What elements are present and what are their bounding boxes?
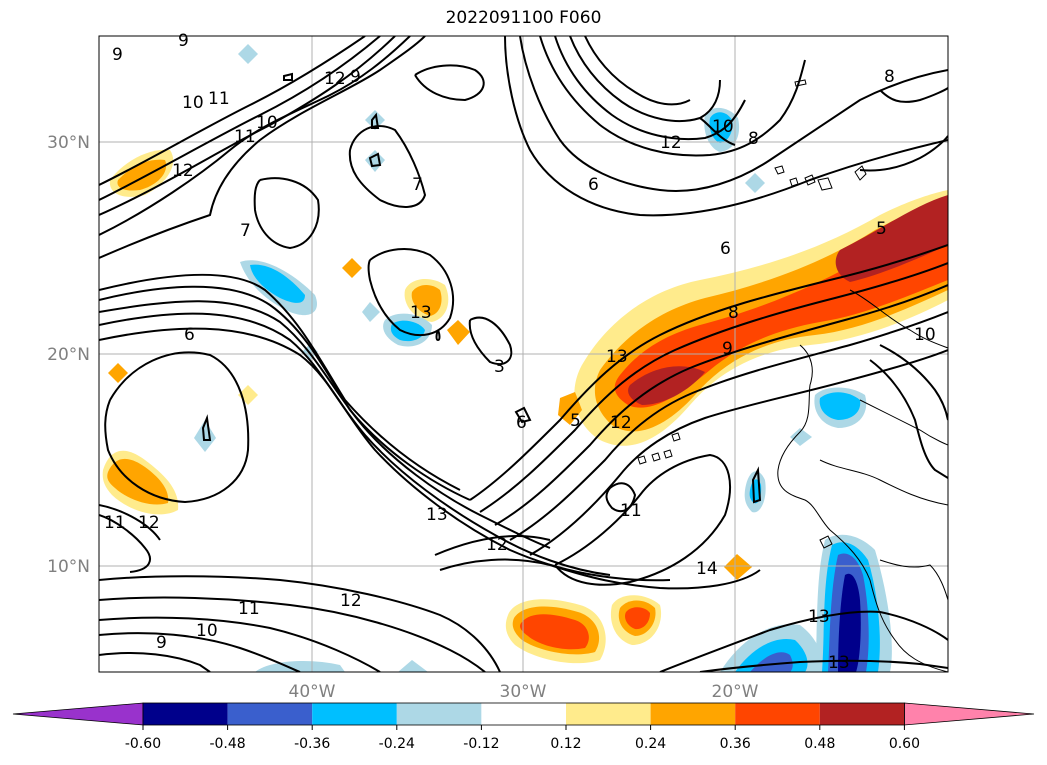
contour-label: 10 — [712, 117, 734, 137]
contour-label: 12 — [324, 69, 346, 89]
contour-label: 12 — [138, 513, 160, 533]
lat-label-20n: 20°N — [47, 345, 90, 365]
map-plot-area — [99, 36, 948, 672]
contour-label: 14 — [696, 559, 718, 579]
contour-label: 8 — [748, 129, 759, 149]
contour-label: 9 — [722, 339, 733, 359]
lat-label-30n: 30°N — [47, 133, 90, 153]
colorbar-bin — [312, 703, 397, 725]
colorbar-tick-label: -0.48 — [209, 736, 245, 752]
longitude-labels: 40°W 30°W 20°W — [289, 682, 759, 702]
contour-label: 12 — [486, 535, 508, 555]
colorbar-tick-label: -0.36 — [294, 736, 330, 752]
colorbar-bin — [481, 703, 566, 725]
contour-label: 7 — [412, 175, 423, 195]
contour-label: 12 — [172, 161, 194, 181]
latitude-labels: 30°N 20°N 10°N — [47, 133, 90, 577]
contour-label: 13 — [426, 505, 448, 525]
colorbar-outline — [142, 702, 905, 726]
contour-label: 7 — [240, 221, 251, 241]
contour-label: 11 — [238, 599, 260, 619]
contour-lines — [99, 36, 948, 672]
contour-label: 10 — [196, 621, 218, 641]
contour-label: 11 — [620, 501, 642, 521]
colorbar-extend-min — [12, 702, 144, 726]
colorbar-bin — [143, 703, 228, 725]
contour-label: 13 — [828, 653, 850, 673]
contour-label: 8 — [884, 67, 895, 87]
coastlines — [637, 79, 948, 672]
colorbar-tick-label: -0.60 — [125, 736, 161, 752]
contour-label: 11 — [104, 513, 126, 533]
map-title: 2022091100 F060 — [445, 8, 602, 28]
contour-label: 9 — [350, 67, 361, 87]
map-frame — [98, 35, 949, 673]
contour-label: 8 — [728, 303, 739, 323]
colorbar-bin — [819, 703, 905, 725]
colorbar-bin — [396, 703, 482, 725]
lat-lon-grid — [99, 36, 948, 672]
colorbar-tick-label: -0.12 — [463, 736, 499, 752]
contour-label: 6 — [516, 413, 527, 433]
lon-label-20w: 20°W — [712, 682, 759, 702]
contour-label: 9 — [178, 31, 189, 51]
colorbar-tick-label: 0.60 — [889, 736, 920, 752]
contour-label: 12 — [660, 133, 682, 153]
colorbar-bin — [566, 703, 651, 725]
lon-label-40w: 40°W — [289, 682, 336, 702]
contour-label: 5 — [570, 411, 581, 431]
contour-label: 3 — [494, 357, 505, 377]
contour-label: 9 — [156, 633, 167, 653]
colorbar-bin — [227, 703, 313, 725]
contour-label: 13 — [808, 607, 830, 627]
contour-label: 6 — [720, 239, 731, 259]
contour-label: 6 — [588, 175, 599, 195]
contour-label: 9 — [112, 45, 123, 65]
colorbar-tick-label: 0.36 — [720, 736, 751, 752]
lat-label-10n: 10°N — [47, 557, 90, 577]
contour-label: 6 — [184, 325, 195, 345]
contour-label: 5 — [876, 219, 887, 239]
colorbar-tick-label: -0.24 — [379, 736, 415, 752]
lon-label-30w: 30°W — [500, 682, 547, 702]
colorbar-bin — [735, 703, 820, 725]
contour-label: 12 — [610, 413, 632, 433]
contour-label: 13 — [606, 347, 628, 367]
colorbar-ticks — [142, 725, 905, 730]
colorbar-bin — [650, 703, 736, 725]
contour-label: 10 — [914, 325, 936, 345]
contour-label: 12 — [340, 591, 362, 611]
contour-label: 10 — [182, 93, 204, 113]
contour-label: 10 — [256, 113, 278, 133]
contour-label-group: 9 9 10 11 11 10 12 12 9 7 7 6 6 13 3 6 5… — [104, 31, 936, 673]
colorbar: -0.60 -0.48 -0.36 -0.24 -0.12 0.12 0.24 … — [12, 702, 1035, 752]
contour-label: 13 — [410, 303, 432, 323]
negative-anomaly-shading — [194, 44, 892, 672]
colorbar-tick-label: 0.48 — [804, 736, 835, 752]
colorbar-tick-label: 0.24 — [635, 736, 666, 752]
contour-label: 11 — [234, 127, 256, 147]
colorbar-tick-label: 0.12 — [550, 736, 581, 752]
colorbar-extend-max — [904, 702, 1035, 726]
contour-label: 11 — [208, 89, 230, 109]
